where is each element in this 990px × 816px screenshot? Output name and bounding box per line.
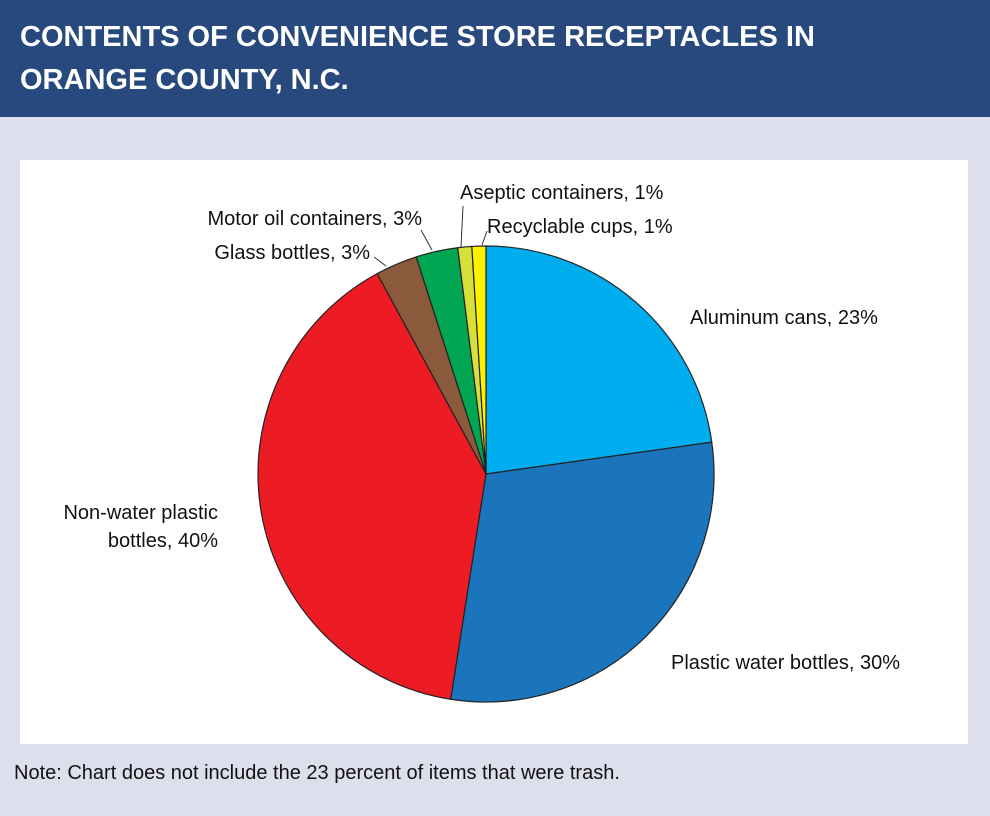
leader-lines (373, 205, 488, 267)
leader-line (420, 229, 433, 251)
slice-label: Motor oil containers, 3% (207, 208, 422, 230)
slice-label: Glass bottles, 3% (214, 242, 370, 264)
slice-label: Aseptic containers, 1% (460, 182, 664, 204)
note: Note: Chart does not include the 23 perc… (14, 762, 620, 784)
pie-slice (449, 441, 715, 703)
chart-title: CONTENTS OF CONVENIENCE STORE RECEPTACLE… (20, 21, 815, 96)
leader-line (460, 205, 464, 248)
pie-slice (485, 245, 713, 475)
pie-slice (257, 272, 487, 700)
slice-label: Aluminum cans, 23% (690, 307, 878, 329)
pie-slice (471, 245, 487, 475)
leader-line (481, 230, 488, 246)
slices (257, 245, 715, 703)
slice-label: Non-water plastic bottles, 40% (63, 502, 218, 552)
leader-line (373, 256, 387, 267)
slice-label: Plastic water bottles, 30% (671, 652, 900, 674)
header-band: CONTENTS OF CONVENIENCE STORE RECEPTACLE… (0, 0, 990, 117)
slice-label: Recyclable cups, 1% (487, 216, 673, 238)
